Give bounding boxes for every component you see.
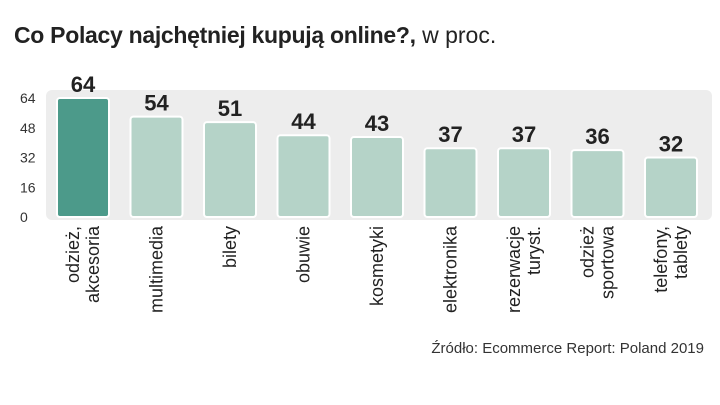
category-label-line: kosmetyki bbox=[367, 226, 387, 306]
value-label-1: 64 bbox=[71, 72, 96, 97]
bar-1 bbox=[56, 97, 110, 218]
category-label-6: elektronika bbox=[441, 225, 461, 313]
category-label-line: multimedia bbox=[147, 225, 167, 313]
value-label-9: 32 bbox=[659, 132, 683, 157]
category-label-line: elektronika bbox=[441, 225, 461, 313]
value-label-3: 51 bbox=[218, 96, 242, 121]
bar-8 bbox=[570, 149, 625, 218]
category-label-line: telefony, bbox=[651, 226, 671, 293]
bar-7 bbox=[497, 147, 551, 218]
y-tick-label: 32 bbox=[20, 150, 36, 166]
category-label-line: akcesoria bbox=[83, 225, 103, 303]
category-label-7: rezerwacje turyst. bbox=[504, 226, 544, 313]
y-tick-label: 0 bbox=[20, 209, 28, 225]
category-label-line: turyst. bbox=[524, 226, 544, 275]
bar-9 bbox=[644, 156, 698, 218]
value-label-5: 43 bbox=[365, 111, 389, 136]
category-label-line: bilety bbox=[220, 226, 240, 268]
category-label-9: telefony, tablety bbox=[651, 226, 691, 293]
value-label-7: 37 bbox=[512, 122, 536, 147]
bar-3 bbox=[203, 121, 257, 218]
category-label-8: odzież sportowa bbox=[578, 225, 618, 299]
value-label-8: 36 bbox=[585, 124, 609, 149]
category-label-line: sportowa bbox=[598, 225, 618, 299]
bar-6 bbox=[423, 147, 478, 218]
chart-title: Co Polacy najchętniej kupują online?, w … bbox=[14, 22, 496, 49]
category-label-5: kosmetyki bbox=[367, 226, 387, 306]
bar-4 bbox=[276, 134, 331, 218]
bar-2 bbox=[129, 115, 184, 218]
value-label-6: 37 bbox=[438, 122, 462, 147]
y-tick-label: 64 bbox=[20, 90, 36, 106]
source-note: Źródło: Ecommerce Report: Poland 2019 bbox=[431, 340, 704, 357]
category-label-line: rezerwacje bbox=[504, 226, 524, 313]
value-label-2: 54 bbox=[144, 91, 169, 116]
y-tick-label: 48 bbox=[20, 120, 36, 136]
category-label-2: multimedia bbox=[147, 225, 167, 313]
category-label-1: odzież, akcesoria bbox=[63, 225, 103, 303]
category-label-line: odzież, bbox=[63, 226, 83, 283]
chart-title-main: Co Polacy najchętniej kupują online?, bbox=[14, 22, 416, 48]
y-tick-label: 16 bbox=[20, 179, 36, 195]
bar-5 bbox=[350, 136, 404, 218]
category-label-line: tablety bbox=[671, 226, 691, 279]
category-label-4: obuwie bbox=[294, 226, 314, 283]
category-label-line: odzież bbox=[578, 226, 598, 278]
category-label-3: bilety bbox=[220, 226, 240, 268]
value-label-4: 44 bbox=[291, 109, 316, 134]
category-label-line: obuwie bbox=[294, 226, 314, 283]
chart-title-unit: w proc. bbox=[415, 22, 497, 48]
